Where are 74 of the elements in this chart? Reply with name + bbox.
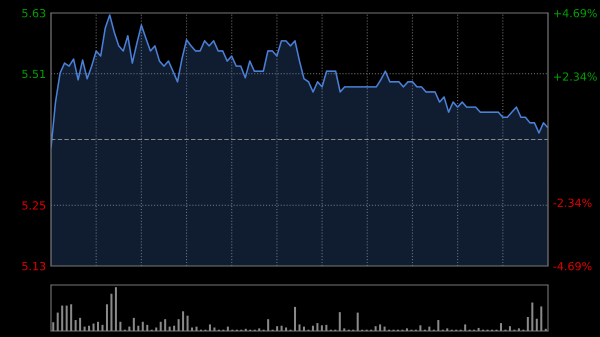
bar — [52, 322, 54, 331]
bar — [379, 324, 382, 331]
bar — [437, 320, 440, 331]
y2-tick-label: -2.34% — [553, 198, 592, 207]
bar — [182, 311, 184, 331]
bar — [137, 326, 140, 331]
bar — [97, 322, 100, 331]
bar — [536, 318, 538, 331]
y2-tick-label: +2.34% — [554, 72, 597, 81]
y-tick-label: 5.63 — [22, 8, 46, 18]
bar — [88, 326, 90, 331]
bar — [531, 302, 534, 331]
bar — [298, 324, 301, 331]
bar — [142, 322, 144, 331]
bar — [316, 323, 318, 331]
bar — [226, 326, 229, 331]
bar — [164, 319, 166, 331]
bar — [280, 326, 283, 331]
bar — [178, 319, 180, 331]
y2-tick-label: -4.69% — [553, 262, 592, 270]
bar — [478, 328, 480, 331]
bar — [114, 287, 117, 331]
bar — [56, 312, 59, 331]
bar — [208, 324, 211, 331]
bar — [61, 306, 64, 331]
bar — [540, 306, 542, 331]
bar — [74, 320, 77, 331]
bar — [325, 324, 328, 331]
y2-tick-label: +4.69% — [554, 8, 597, 18]
bar — [276, 326, 278, 331]
bar — [526, 316, 529, 331]
bar — [446, 328, 448, 331]
bar — [186, 316, 189, 331]
bar — [173, 326, 176, 331]
bar — [168, 326, 171, 331]
bar — [146, 324, 148, 331]
bar — [119, 322, 122, 331]
bar — [500, 323, 502, 331]
bar — [128, 326, 130, 331]
bar — [384, 326, 386, 331]
bar — [110, 294, 112, 331]
bar — [267, 319, 270, 331]
bar — [92, 324, 95, 331]
y-tick-label: 5.51 — [22, 70, 46, 78]
bar — [419, 325, 422, 331]
y-tick-label: 5.13 — [22, 262, 46, 270]
bar — [66, 306, 68, 331]
bar — [79, 318, 82, 331]
bar — [106, 304, 108, 331]
bar — [155, 327, 158, 331]
bar — [343, 328, 346, 331]
bar — [294, 306, 296, 331]
bar — [302, 326, 305, 331]
bar — [320, 325, 323, 331]
bar — [70, 304, 72, 331]
bar — [285, 327, 288, 331]
bar — [518, 328, 520, 331]
bar — [258, 328, 260, 331]
bar — [213, 327, 216, 331]
bar — [160, 322, 162, 331]
bar — [428, 326, 430, 331]
bar — [356, 312, 359, 331]
bar — [84, 326, 86, 331]
bar — [312, 326, 314, 331]
bar — [374, 326, 377, 331]
bar — [464, 324, 466, 331]
bar — [191, 327, 194, 331]
bar — [508, 326, 511, 331]
y-tick-label: 5.25 — [22, 201, 46, 210]
bar — [196, 326, 198, 331]
bar — [338, 312, 341, 331]
bar — [101, 324, 104, 331]
bar — [406, 328, 408, 331]
bar — [132, 318, 135, 331]
